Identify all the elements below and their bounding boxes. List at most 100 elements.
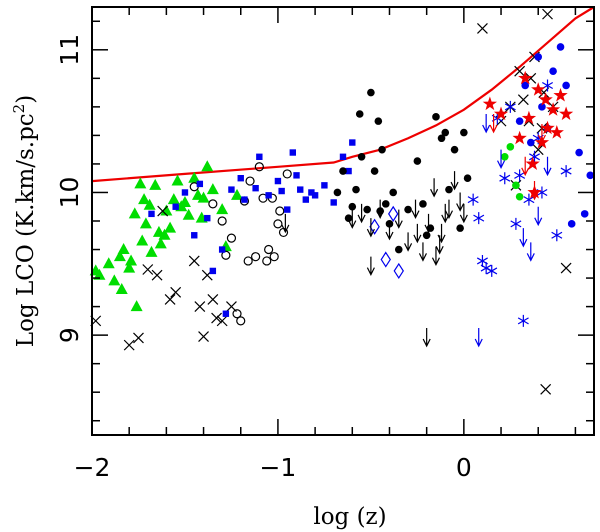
black-filled-circles-point bbox=[374, 117, 383, 125]
blue-squares-point bbox=[172, 203, 179, 210]
green-triangles-point bbox=[216, 203, 229, 215]
blue-squares-point bbox=[228, 186, 235, 193]
black-crosses-point bbox=[207, 294, 219, 305]
black-filled-circles-point bbox=[363, 205, 371, 214]
blue-squares-point bbox=[204, 214, 211, 222]
blue-circles-point bbox=[534, 53, 543, 61]
black-filled-circles-point bbox=[367, 88, 375, 97]
black-upper-limits-arrow bbox=[385, 221, 394, 241]
black-crosses-point bbox=[540, 383, 552, 395]
blue-squares-point bbox=[241, 196, 248, 203]
blue-asterisks-point bbox=[499, 172, 511, 185]
green-triangles-point bbox=[134, 177, 147, 189]
blue-asterisks-point bbox=[523, 193, 535, 206]
black-crosses-point bbox=[514, 65, 526, 77]
green-triangles-point bbox=[139, 217, 152, 229]
black-open-circles-point bbox=[264, 244, 274, 255]
black-open-circles-point bbox=[217, 216, 227, 226]
black-filled-circles-point bbox=[441, 128, 450, 137]
blue-diamonds-point bbox=[393, 262, 404, 280]
blue-squares-point bbox=[321, 182, 328, 189]
y-tick-label: 11 bbox=[55, 34, 84, 66]
black-crosses-point bbox=[198, 331, 209, 342]
red-stars-point bbox=[531, 82, 546, 96]
black-upper-limits-arrow bbox=[441, 203, 450, 224]
y-axis-title-sup: 2 bbox=[10, 104, 28, 114]
y-tick-label: 9 bbox=[55, 327, 84, 343]
blue-upper-limits-arrow bbox=[543, 156, 552, 177]
black-crosses-point bbox=[542, 8, 553, 20]
green-triangles-point bbox=[123, 261, 136, 273]
black-filled-circles-point bbox=[437, 134, 446, 143]
blue-asterisks-point bbox=[504, 100, 516, 113]
red-stars-point bbox=[525, 156, 540, 170]
blue-circles-point bbox=[521, 81, 530, 90]
x-axis-title: log (z) bbox=[313, 504, 386, 530]
red-upper-limits-arrow bbox=[530, 181, 539, 201]
black-filled-circles-point bbox=[413, 157, 422, 165]
black-upper-limits-arrow bbox=[444, 199, 454, 219]
black-open-circles-point bbox=[221, 250, 231, 260]
black-upper-limits-arrow bbox=[424, 213, 433, 234]
red-stars-point bbox=[546, 102, 561, 116]
black-upper-limits-arrow bbox=[459, 203, 468, 224]
green-triangles-point bbox=[113, 250, 126, 262]
red-stars-point bbox=[549, 125, 564, 139]
y-axis-title: Log LCO (K.km/s.pc2) bbox=[10, 95, 39, 347]
black-open-circles-point bbox=[226, 233, 237, 243]
green-triangles-point bbox=[93, 268, 106, 280]
blue-squares-point bbox=[222, 310, 230, 317]
black-filled-circles-point bbox=[389, 188, 398, 197]
blue-squares-point bbox=[278, 187, 285, 195]
green-triangles-point bbox=[115, 282, 128, 294]
blue-circles-point bbox=[575, 148, 583, 157]
blue-squares-point bbox=[339, 153, 347, 160]
blue-asterisks-point bbox=[517, 314, 529, 327]
blue-squares-point bbox=[297, 186, 304, 193]
black-crosses-point bbox=[216, 315, 228, 327]
green-triangles-point bbox=[160, 204, 173, 216]
data-points-layer bbox=[89, 8, 595, 395]
black-filled-circles-point bbox=[445, 185, 453, 194]
black-open-circles-point bbox=[208, 199, 218, 209]
red-stars-point bbox=[521, 110, 537, 125]
blue-squares-point bbox=[274, 177, 282, 185]
blue-squares-point bbox=[289, 149, 296, 156]
red-stars-point bbox=[512, 130, 527, 145]
black-open-circles-point bbox=[254, 162, 264, 172]
black-filled-circles-point bbox=[344, 214, 353, 222]
blue-asterisks-point bbox=[542, 79, 554, 92]
black-crosses-point bbox=[188, 255, 200, 267]
red-stars-point bbox=[518, 70, 533, 85]
green-triangles-point bbox=[102, 257, 115, 269]
black-upper-limits-arrow bbox=[357, 203, 366, 224]
green-triangles-point bbox=[182, 208, 195, 220]
green-circles-point bbox=[512, 181, 520, 190]
blue-circles-point bbox=[556, 43, 565, 51]
blue-squares-point bbox=[237, 175, 244, 182]
model-curve bbox=[91, 6, 595, 183]
green-triangles-point bbox=[206, 183, 219, 195]
green-triangles-point bbox=[145, 245, 158, 257]
blue-asterisks-point bbox=[473, 212, 485, 225]
plot-frame bbox=[91, 6, 595, 436]
green-triangles-point bbox=[231, 188, 244, 200]
black-upper-limits-arrow bbox=[366, 256, 375, 277]
green-triangles-point bbox=[128, 207, 141, 219]
black-filled-circles-point bbox=[348, 202, 357, 211]
black-filled-circles-point bbox=[460, 128, 468, 137]
black-upper-limits-arrow bbox=[437, 223, 446, 244]
black-open-circles-point bbox=[273, 219, 283, 229]
black-upper-limits-arrow bbox=[422, 328, 431, 348]
blue-circles-point bbox=[526, 138, 535, 147]
green-circles-point bbox=[515, 192, 524, 201]
black-open-circles-point bbox=[251, 252, 261, 262]
blue-squares-point bbox=[345, 167, 352, 175]
blue-squares-point bbox=[308, 189, 315, 196]
blue-asterisks-point bbox=[486, 264, 498, 277]
green-triangles-point bbox=[154, 237, 167, 249]
black-crosses-point bbox=[560, 262, 572, 274]
black-crosses-point bbox=[477, 22, 488, 34]
blue-upper-limits-arrow bbox=[534, 206, 543, 227]
